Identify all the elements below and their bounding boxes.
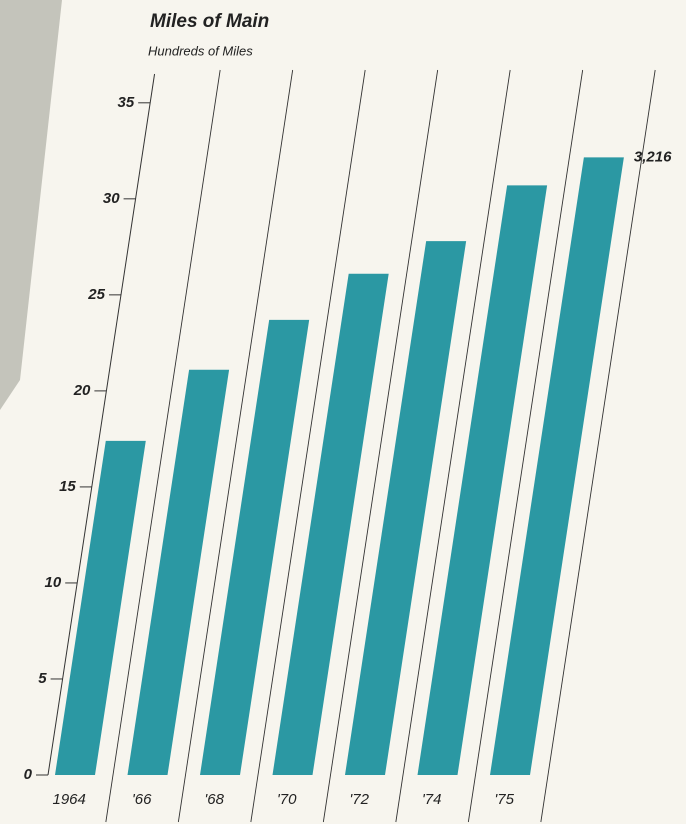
y-tick-label: 5 [38, 670, 47, 687]
value-label: 3,216 [634, 148, 672, 165]
bar [200, 319, 310, 775]
x-tick-label: '66 [132, 791, 152, 808]
bar [272, 273, 389, 775]
chart-title: Miles of Main [150, 11, 269, 32]
y-tick-label: 0 [24, 766, 33, 783]
y-tick-label: 10 [45, 574, 62, 591]
bar [55, 440, 146, 775]
separator [250, 69, 366, 823]
photo-edge [0, 0, 62, 410]
bar [345, 241, 467, 776]
bar [490, 157, 624, 775]
y-tick-label: 20 [73, 382, 91, 399]
y-tick-label: 25 [87, 286, 105, 303]
y-tick-label: 30 [103, 190, 120, 207]
separator [105, 69, 221, 823]
y-axis [47, 73, 156, 776]
separator [177, 69, 294, 823]
x-tick-label: '74 [422, 791, 442, 808]
x-tick-label: '70 [277, 791, 297, 808]
y-tick-label: 35 [117, 94, 134, 111]
separator [322, 69, 439, 823]
separator [467, 69, 584, 823]
separator [540, 69, 656, 823]
x-tick-label: '68 [204, 791, 224, 808]
x-tick-label: '72 [349, 791, 369, 808]
bar [127, 369, 230, 775]
x-tick-label: '75 [494, 791, 514, 808]
x-tick-label: 1964 [53, 791, 86, 808]
chart-subtitle: Hundreds of Miles [148, 43, 253, 58]
y-tick-label: 15 [59, 478, 76, 495]
separator [395, 69, 511, 823]
bar [417, 185, 548, 775]
